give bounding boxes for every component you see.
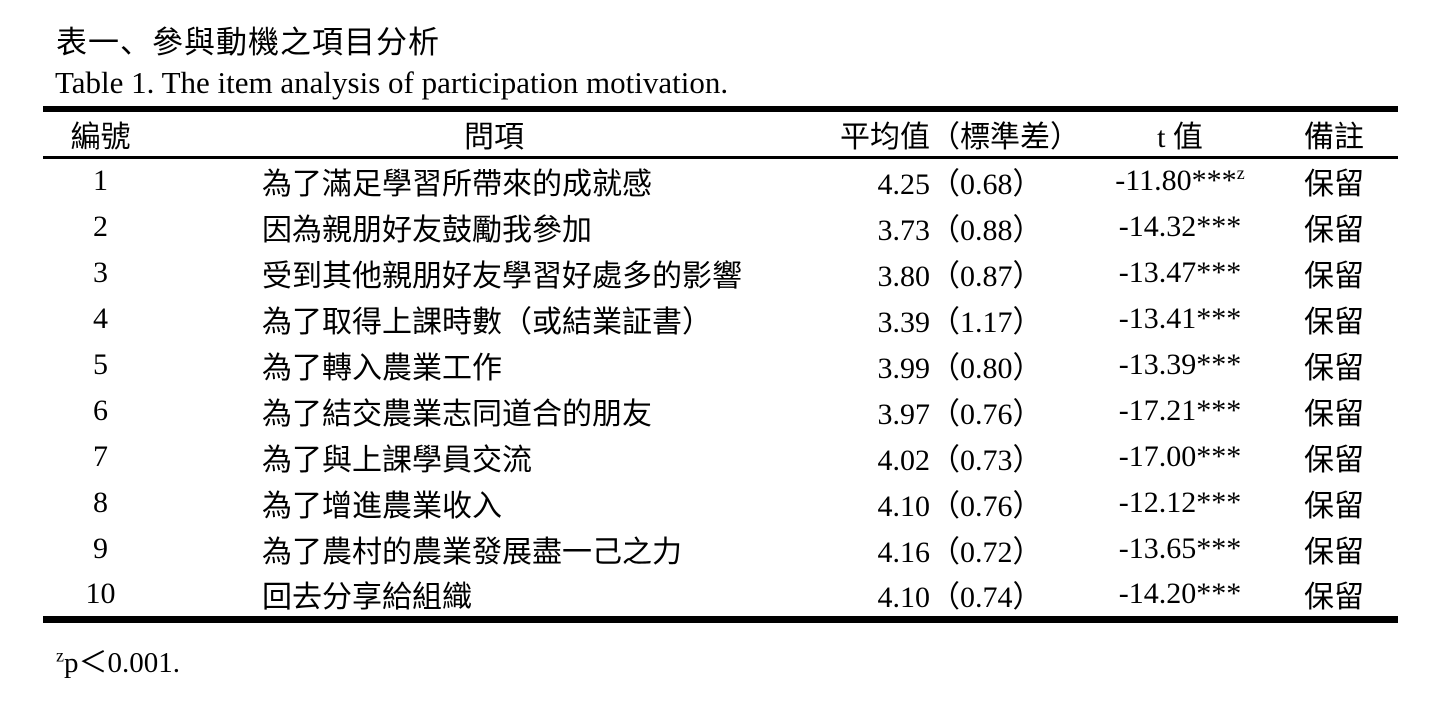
mean-sd-value: 3.97（0.76） <box>877 397 1043 431</box>
paper-page: 表一、參與動機之項目分析 Table 1. The item analysis … <box>43 25 1435 681</box>
item-text: 為了與上課學員交流 <box>262 443 532 477</box>
row-number: 4 <box>93 301 108 335</box>
mean-sd-value: 3.39（1.17） <box>877 305 1043 339</box>
t-value-text: -13.39*** <box>1118 347 1242 381</box>
item-text: 為了轉入農業工作 <box>262 351 502 385</box>
t-value: -13.39*** <box>1090 342 1270 388</box>
table-row: 7 為了與上課學員交流 4.02（0.73） -17.00*** 保留 <box>43 434 1398 480</box>
note-value: 保留 <box>1304 213 1364 247</box>
mean-sd-value: 4.10（0.76） <box>877 489 1043 523</box>
row-number: 3 <box>93 255 108 289</box>
row-number: 10 <box>85 576 116 610</box>
table-row: 5 為了轉入農業工作 3.99（0.80） -13.39*** 保留 <box>43 342 1398 388</box>
table-row: 3 受到其他親朋好友學習好處多的影響 3.80（0.87） -13.47*** … <box>43 250 1398 296</box>
t-value-text: -14.32*** <box>1118 209 1242 243</box>
t-value: -17.00*** <box>1090 434 1270 480</box>
note-value: 保留 <box>1304 580 1364 614</box>
mean-sd-value: 4.25（0.68） <box>877 168 1043 202</box>
table-row: 4 為了取得上課時數（或結業証書） 3.39（1.17） -13.41*** 保… <box>43 296 1398 342</box>
row-number: 7 <box>93 439 108 473</box>
item-text: 受到其他親朋好友學習好處多的影響 <box>262 259 742 293</box>
mean-sd-value: 4.10（0.74） <box>877 580 1043 614</box>
item-text: 為了滿足學習所帶來的成就感 <box>262 168 652 202</box>
t-value: -13.65*** <box>1090 526 1270 572</box>
footnote-text: p＜0.001. <box>64 646 181 679</box>
item-text: 為了取得上課時數（或結業証書） <box>262 305 712 339</box>
header-row: 編號 問項 平均值（標準差） t 值 備註 <box>43 109 1398 159</box>
note-value: 保留 <box>1304 397 1364 431</box>
t-value-text: -13.65*** <box>1118 531 1242 565</box>
t-value-text: -11.80*** <box>1115 164 1237 198</box>
t-value: -12.12*** <box>1090 480 1270 526</box>
item-text: 因為親朋好友鼓勵我參加 <box>262 213 592 247</box>
header-id: 編號 <box>43 109 158 159</box>
t-value: -17.21*** <box>1090 388 1270 434</box>
table-row: 1 為了滿足學習所帶來的成就感 4.25（0.68） -11.80***z 保留 <box>43 158 1398 204</box>
row-number: 8 <box>93 485 108 519</box>
row-number: 1 <box>93 164 108 198</box>
item-text: 回去分享給組織 <box>262 580 472 614</box>
t-value-superscript: z <box>1236 163 1245 184</box>
row-number: 2 <box>93 209 108 243</box>
t-value: -13.41*** <box>1090 296 1270 342</box>
mean-sd-value: 3.80（0.87） <box>877 259 1043 293</box>
note-value: 保留 <box>1304 305 1364 339</box>
table-row: 9 為了農村的農業發展盡一己之力 4.16（0.72） -13.65*** 保留 <box>43 526 1398 572</box>
t-value-text: -14.20*** <box>1118 576 1242 610</box>
t-value-text: -13.41*** <box>1118 301 1242 335</box>
t-value: -14.20*** <box>1090 572 1270 620</box>
header-mean-sd: 平均值（標準差） <box>830 109 1090 159</box>
mean-sd-value: 4.02（0.73） <box>877 443 1043 477</box>
header-t-value: t 值 <box>1090 109 1270 159</box>
t-value-text: -13.47*** <box>1118 255 1242 289</box>
header-item: 問項 <box>158 109 830 159</box>
t-value: -13.47*** <box>1090 250 1270 296</box>
mean-sd-value: 3.73（0.88） <box>877 213 1043 247</box>
item-text: 為了農村的農業發展盡一己之力 <box>262 535 682 569</box>
mean-sd-value: 3.99（0.80） <box>877 351 1043 385</box>
item-analysis-table: 編號 問項 平均值（標準差） t 值 備註 1 為了滿足學習所帶來的成就感 4.… <box>43 106 1398 623</box>
note-value: 保留 <box>1304 259 1364 293</box>
row-number: 9 <box>93 531 108 565</box>
table-caption-en: Table 1. The item analysis of participat… <box>55 65 729 100</box>
table-row: 2 因為親朋好友鼓勵我參加 3.73（0.88） -14.32*** 保留 <box>43 204 1398 250</box>
note-value: 保留 <box>1304 535 1364 569</box>
row-number: 6 <box>93 393 108 427</box>
item-text: 為了結交農業志同道合的朋友 <box>262 397 652 431</box>
note-value: 保留 <box>1304 443 1364 477</box>
table-row: 10 回去分享給組織 4.10（0.74） -14.20*** 保留 <box>43 572 1398 620</box>
header-note: 備註 <box>1270 109 1398 159</box>
table-row: 6 為了結交農業志同道合的朋友 3.97（0.76） -17.21*** 保留 <box>43 388 1398 434</box>
footnote-superscript: z <box>56 644 64 665</box>
note-value: 保留 <box>1304 489 1364 523</box>
t-value-text: -17.21*** <box>1118 393 1242 427</box>
note-value: 保留 <box>1304 351 1364 385</box>
t-value: -14.32*** <box>1090 204 1270 250</box>
table-row: 8 為了增進農業收入 4.10（0.76） -12.12*** 保留 <box>43 480 1398 526</box>
row-number: 5 <box>93 347 108 381</box>
item-text: 為了增進農業收入 <box>262 489 502 523</box>
t-value-text: -12.12*** <box>1118 485 1242 519</box>
table-caption-zh: 表一、參與動機之項目分析 <box>56 25 440 60</box>
t-value: -11.80***z <box>1090 158 1270 204</box>
significance-footnote: zp＜0.001. <box>56 639 1435 681</box>
t-value-text: -17.00*** <box>1118 439 1242 473</box>
mean-sd-value: 4.16（0.72） <box>877 535 1043 569</box>
note-value: 保留 <box>1304 168 1364 202</box>
